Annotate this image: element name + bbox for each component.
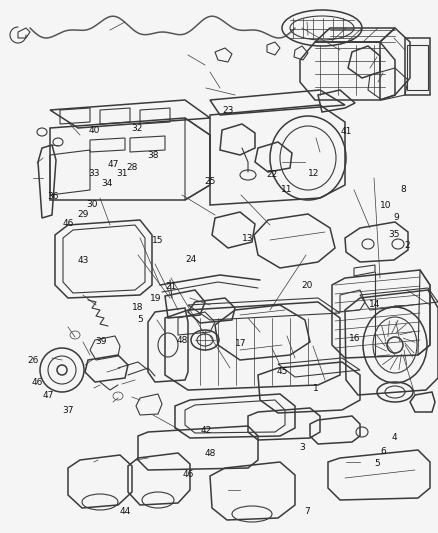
Text: 16: 16 [349, 334, 360, 343]
Text: 48: 48 [176, 336, 187, 344]
Text: 30: 30 [86, 200, 98, 209]
Text: 12: 12 [307, 169, 319, 177]
Text: 33: 33 [88, 169, 100, 178]
Text: 32: 32 [131, 125, 142, 133]
Text: 11: 11 [281, 185, 293, 194]
Text: 25: 25 [205, 177, 216, 185]
Text: 15: 15 [152, 237, 163, 245]
Text: 10: 10 [380, 201, 391, 209]
Text: 47: 47 [107, 160, 119, 168]
Text: 35: 35 [389, 230, 400, 239]
Text: 20: 20 [301, 281, 312, 290]
Text: 42: 42 [200, 426, 212, 435]
Text: 41: 41 [340, 127, 352, 136]
Text: 45: 45 [277, 367, 288, 376]
Text: 6: 6 [380, 448, 386, 456]
Text: 37: 37 [62, 406, 74, 415]
Text: 46: 46 [183, 470, 194, 479]
Text: 9: 9 [393, 213, 399, 222]
Text: 46: 46 [32, 378, 43, 387]
Text: 3: 3 [299, 443, 305, 452]
Text: 44: 44 [119, 507, 131, 516]
Text: 46: 46 [62, 220, 74, 228]
Text: 22: 22 [266, 171, 277, 179]
Text: 17: 17 [235, 339, 247, 348]
Text: 26: 26 [27, 356, 39, 365]
Text: 39: 39 [95, 337, 106, 345]
Text: 5: 5 [374, 459, 380, 468]
Text: 38: 38 [148, 151, 159, 160]
Text: 21: 21 [165, 282, 177, 291]
Text: 4: 4 [392, 433, 397, 441]
Text: 18: 18 [132, 303, 144, 312]
Text: 43: 43 [78, 256, 89, 264]
Text: 14: 14 [369, 301, 380, 309]
Text: 28: 28 [127, 163, 138, 172]
Text: 47: 47 [42, 391, 54, 400]
Text: 31: 31 [116, 169, 127, 178]
Text: 2: 2 [405, 241, 410, 249]
Text: 48: 48 [205, 449, 216, 457]
Text: 13: 13 [242, 235, 253, 243]
Text: 8: 8 [400, 185, 406, 194]
Text: 29: 29 [78, 210, 89, 219]
Text: 19: 19 [150, 294, 161, 303]
Text: 23: 23 [222, 107, 233, 115]
Text: 34: 34 [102, 180, 113, 188]
Text: 24: 24 [185, 255, 196, 263]
Text: 1: 1 [312, 384, 318, 392]
Text: 7: 7 [304, 507, 310, 516]
Text: 40: 40 [88, 126, 100, 134]
Text: 36: 36 [47, 192, 58, 200]
Text: 5: 5 [137, 316, 143, 324]
